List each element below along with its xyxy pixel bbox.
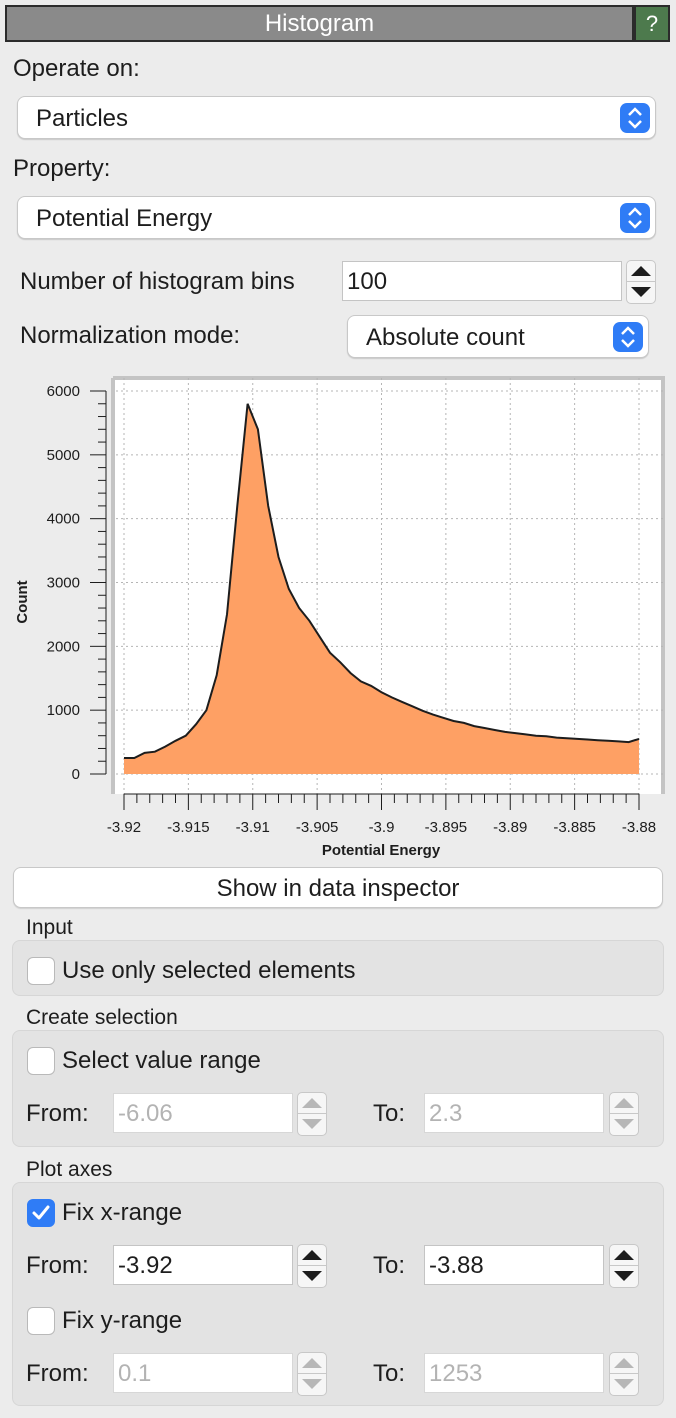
step-up-icon[interactable] [609, 1352, 639, 1374]
y-from-input[interactable]: 0.1 [113, 1353, 293, 1393]
x-from-label: From: [26, 1252, 89, 1279]
select-range-checkbox[interactable] [27, 1047, 55, 1075]
step-up-icon[interactable] [609, 1244, 639, 1266]
y-axis-label: Count [14, 580, 31, 623]
select-arrows-icon [620, 102, 650, 133]
selection-to-label: To: [373, 1100, 406, 1127]
x-to-stepper[interactable] [609, 1244, 639, 1288]
step-up-icon[interactable] [297, 1352, 327, 1374]
select-arrows-icon [613, 321, 643, 352]
x-tick-label: -3.89 [493, 819, 527, 836]
y-tick-label: 6000 [47, 383, 80, 400]
bins-input[interactable]: 100 [342, 261, 622, 301]
selection-to-stepper[interactable] [609, 1092, 639, 1136]
x-axis: -3.92 -3.915 -3.91 -3.905 -3.9 -3.895 -3.89 -3.… [107, 793, 656, 836]
y-from-stepper[interactable] [297, 1352, 327, 1396]
selection-from-stepper[interactable] [297, 1092, 327, 1136]
normalization-value: Absolute count [366, 324, 525, 351]
step-down-icon[interactable] [626, 282, 656, 304]
operate-on-value: Particles [36, 105, 129, 132]
fix-y-range-label: Fix y-range [62, 1307, 183, 1334]
step-down-icon[interactable] [297, 1266, 327, 1288]
operate-on-label: Operate on: [13, 55, 140, 82]
x-from-input[interactable]: -3.92 [113, 1245, 293, 1285]
fix-y-range-checkbox[interactable] [27, 1307, 55, 1335]
show-in-data-inspector-button[interactable]: Show in data inspector [13, 867, 663, 908]
step-up-icon[interactable] [609, 1092, 639, 1114]
step-down-icon[interactable] [609, 1374, 639, 1396]
fix-x-range-label: Fix x-range [62, 1199, 183, 1226]
property-select[interactable]: Potential Energy [17, 196, 656, 239]
step-down-icon[interactable] [609, 1266, 639, 1288]
normalization-label: Normalization mode: [20, 322, 241, 349]
use-selected-label: Use only selected elements [62, 957, 356, 984]
bins-label: Number of histogram bins [20, 268, 295, 295]
select-arrows-icon [620, 202, 650, 233]
step-down-icon[interactable] [297, 1374, 327, 1396]
y-tick-label: 0 [72, 766, 80, 783]
histogram-curve [124, 403, 640, 759]
selection-from-input[interactable]: -6.06 [113, 1093, 293, 1133]
bins-stepper[interactable] [626, 260, 656, 304]
normalization-select[interactable]: Absolute count [347, 315, 649, 358]
x-tick-label: -3.88 [622, 819, 656, 836]
x-tick-label: -3.91 [236, 819, 270, 836]
x-tick-label: -3.905 [296, 819, 339, 836]
operate-on-select[interactable]: Particles [17, 96, 656, 139]
input-group [12, 940, 664, 996]
x-tick-label: -3.915 [167, 819, 210, 836]
y-tick-label: 3000 [47, 575, 80, 592]
y-to-stepper[interactable] [609, 1352, 639, 1396]
y-tick-label: 4000 [47, 511, 80, 528]
histogram-area [124, 403, 639, 774]
y-tick-label: 1000 [47, 702, 80, 719]
x-to-label: To: [373, 1252, 406, 1279]
step-up-icon[interactable] [297, 1244, 327, 1266]
create-selection-section-title: Create selection [26, 1006, 178, 1029]
x-axis-label: Potential Energy [322, 842, 441, 859]
y-tick-label: 5000 [47, 447, 80, 464]
x-tick-label: -3.92 [107, 819, 141, 836]
x-tick-label: -3.895 [425, 819, 468, 836]
y-axis: 0 1000 2000 3000 4000 5000 6000 [47, 383, 107, 783]
property-value: Potential Energy [36, 205, 213, 232]
step-down-icon[interactable] [297, 1114, 327, 1136]
input-section-title: Input [26, 916, 73, 939]
fix-x-range-checkbox[interactable] [27, 1199, 55, 1227]
checkmark-icon [32, 1205, 50, 1220]
x-tick-label: -3.9 [369, 819, 395, 836]
help-button[interactable]: ? [634, 5, 670, 42]
y-from-label: From: [26, 1360, 89, 1387]
step-up-icon[interactable] [297, 1092, 327, 1114]
x-to-input[interactable]: -3.88 [424, 1245, 604, 1285]
x-tick-label: -3.885 [553, 819, 596, 836]
selection-to-input[interactable]: 2.3 [424, 1093, 604, 1133]
use-selected-checkbox[interactable] [27, 957, 55, 985]
step-down-icon[interactable] [609, 1114, 639, 1136]
step-up-icon[interactable] [626, 260, 656, 282]
x-from-stepper[interactable] [297, 1244, 327, 1288]
selection-from-label: From: [26, 1100, 89, 1127]
y-tick-label: 2000 [47, 638, 80, 655]
plot-axes-section-title: Plot axes [26, 1158, 113, 1181]
property-label: Property: [13, 155, 111, 182]
y-to-input[interactable]: 1253 [424, 1353, 604, 1393]
panel-title: Histogram [5, 5, 634, 42]
y-to-label: To: [373, 1360, 406, 1387]
select-range-label: Select value range [62, 1047, 261, 1074]
plot-frame [113, 376, 665, 794]
